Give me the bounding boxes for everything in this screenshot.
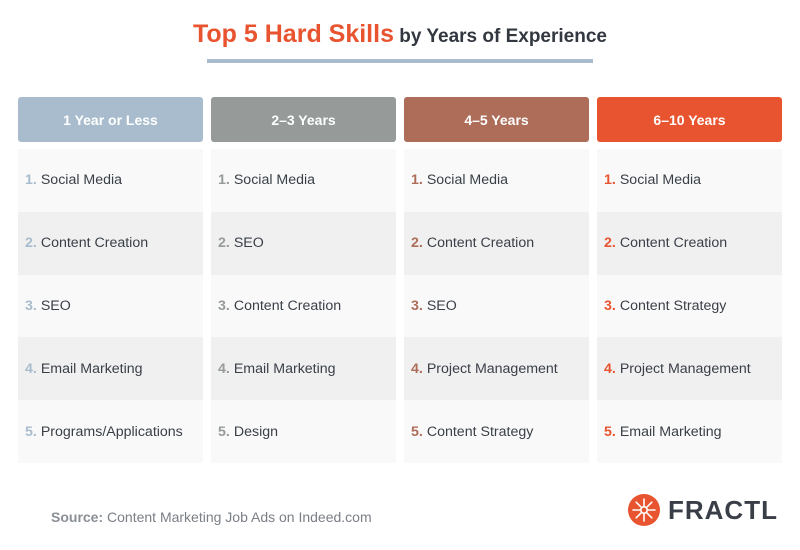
fractl-logo-text: FRACTL	[668, 494, 778, 525]
skill-label: Content Strategy	[426, 423, 534, 440]
fractl-logo-icon	[628, 494, 660, 526]
skill-cell: 3. SEO	[404, 274, 589, 338]
column-4: 6–10 Years 1. Social Media 2. Content Creati…	[597, 97, 782, 463]
chart-title-rest: by Years of Experience	[393, 26, 607, 47]
skill-label: SEO	[40, 297, 71, 314]
rank-number: 5.	[218, 423, 230, 440]
skill-label: Social Media	[40, 172, 123, 189]
column-header: 2–3 Years	[211, 97, 396, 142]
skill-label: SEO	[426, 297, 457, 314]
column-body: 1. Social Media 2. SEO 3. Content Creation 4. E…	[211, 149, 396, 463]
rank-number: 3.	[25, 297, 37, 314]
chart-title: Top 5 Hard Skills by Years of Experience	[0, 20, 800, 49]
skill-label: Content Creation	[40, 235, 149, 252]
rank-number: 2.	[218, 235, 230, 252]
rank-number: 1.	[25, 172, 37, 189]
source-label: Source:	[51, 509, 104, 525]
skill-cell: 1. Social Media	[597, 149, 782, 212]
skill-label: SEO	[233, 235, 264, 252]
skill-cell: 5. Design	[211, 400, 396, 463]
rank-number: 1.	[411, 172, 423, 189]
skill-cell: 2. Content Creation	[404, 211, 589, 275]
rank-number: 5.	[411, 423, 423, 440]
rank-number: 2.	[411, 235, 423, 252]
skill-label: Email Marketing	[40, 360, 143, 377]
skill-cell: 2. Content Creation	[597, 211, 782, 275]
skill-label: Programs/Applications	[40, 423, 183, 440]
skill-cell: 5. Programs/Applications	[18, 400, 203, 463]
skill-label: Project Management	[619, 360, 751, 377]
skill-cell: 5. Email Marketing	[597, 400, 782, 463]
skill-label: Design	[233, 423, 279, 440]
skill-cell: 1. Social Media	[404, 149, 589, 212]
rank-number: 3.	[411, 297, 423, 314]
source-note: Source: Content Marketing Job Ads on Ind…	[51, 509, 372, 525]
rank-number: 5.	[604, 423, 616, 440]
rank-number: 2.	[604, 235, 616, 252]
skill-label: Content Creation	[619, 235, 728, 252]
rank-number: 1.	[604, 172, 616, 189]
skill-cell: 3. SEO	[18, 274, 203, 338]
rank-number: 4.	[411, 360, 423, 377]
chart-title-highlight: Top 5 Hard Skills	[193, 20, 394, 48]
skill-label: Email Marketing	[233, 360, 336, 377]
skill-cell: 3. Content Strategy	[597, 274, 782, 338]
column-body: 1. Social Media 2. Content Creation 3. Conten…	[597, 149, 782, 463]
skill-cell: 3. Content Creation	[211, 274, 396, 338]
column-body: 1. Social Media 2. Content Creation 3. SEO 4. E…	[18, 149, 203, 463]
skill-cell: 4. Email Marketing	[18, 337, 203, 401]
column-3: 4–5 Years 1. Social Media 2. Content Creatio…	[404, 97, 589, 463]
column-header: 1 Year or Less	[18, 97, 203, 142]
column-body: 1. Social Media 2. Content Creation 3. SEO 4. P…	[404, 149, 589, 463]
skill-label: Content Creation	[426, 235, 535, 252]
skill-label: Content Strategy	[619, 297, 727, 314]
fractl-logo: FRACTL	[628, 494, 778, 526]
column-header: 4–5 Years	[404, 97, 589, 142]
column-header: 6–10 Years	[597, 97, 782, 142]
skill-label: Social Media	[619, 172, 702, 189]
rank-number: 4.	[218, 360, 230, 377]
column-2: 2–3 Years 1. Social Media 2. SEO 3. Content Cr…	[211, 97, 396, 463]
skill-cell: 5. Content Strategy	[404, 400, 589, 463]
source-text: Content Marketing Job Ads on Indeed.com	[103, 509, 372, 525]
skill-cell: 2. Content Creation	[18, 211, 203, 275]
skill-cell: 1. Social Media	[18, 149, 203, 212]
rank-number: 5.	[25, 423, 37, 440]
rank-number: 4.	[25, 360, 37, 377]
skill-cell: 4. Project Management	[404, 337, 589, 401]
skill-label: Social Media	[233, 172, 316, 189]
rank-number: 3.	[218, 297, 230, 314]
skill-label: Content Creation	[233, 297, 342, 314]
skill-cell: 4. Email Marketing	[211, 337, 396, 401]
rank-number: 4.	[604, 360, 616, 377]
rank-number: 2.	[25, 235, 37, 252]
skill-label: Project Management	[426, 360, 558, 377]
skill-label: Social Media	[426, 172, 509, 189]
column-1: 1 Year or Less 1. Social Media 2. Content Cr…	[18, 97, 203, 463]
title-underline	[207, 59, 593, 63]
skill-cell: 1. Social Media	[211, 149, 396, 212]
rank-number: 1.	[218, 172, 230, 189]
skill-label: Email Marketing	[619, 423, 722, 440]
skill-cell: 4. Project Management	[597, 337, 782, 401]
rank-number: 3.	[604, 297, 616, 314]
skill-cell: 2. SEO	[211, 211, 396, 275]
